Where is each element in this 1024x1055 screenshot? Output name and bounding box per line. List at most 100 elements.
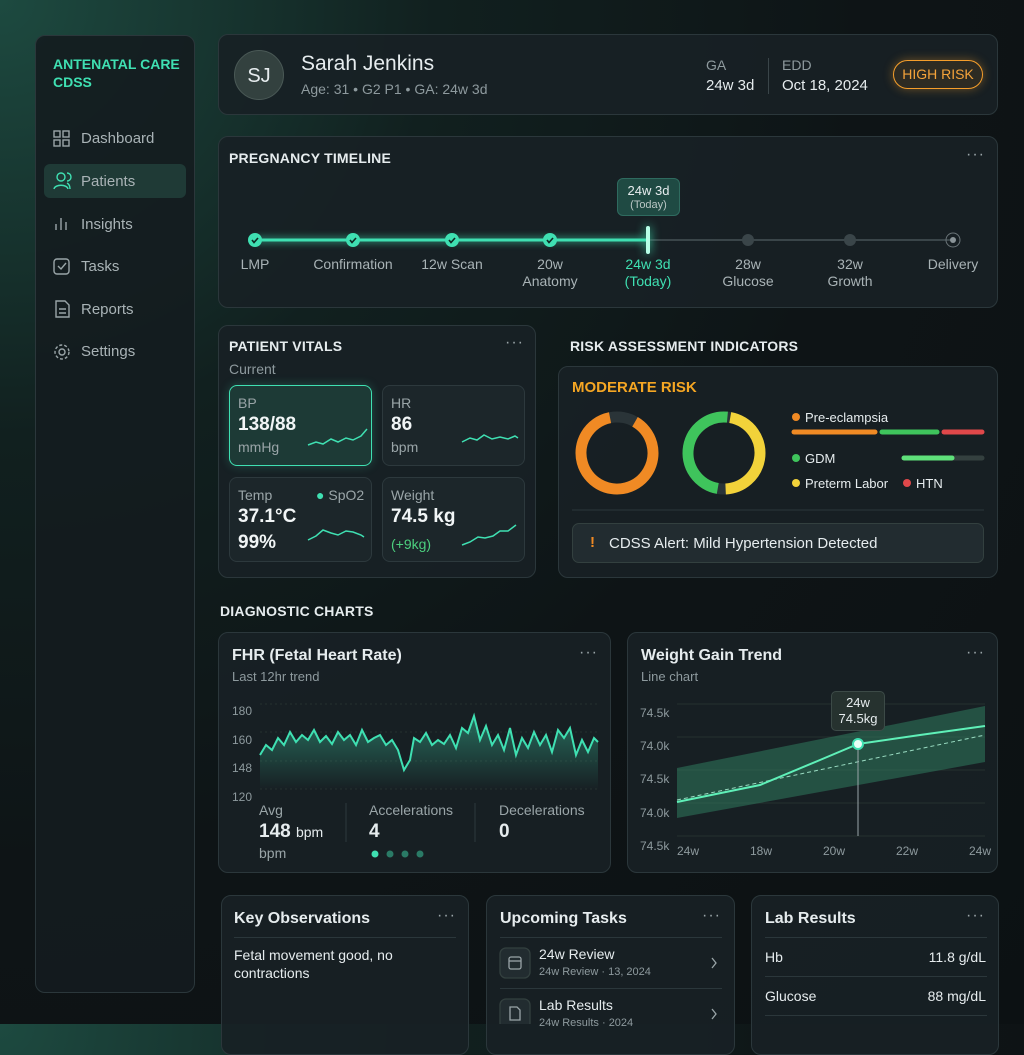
- vital-value: 138/88: [238, 414, 297, 435]
- lab-name: Glucose: [765, 988, 817, 1004]
- patient-header: [218, 34, 998, 115]
- milestone-label: Growth: [827, 273, 873, 289]
- divider: [500, 988, 722, 989]
- vital-card: [382, 477, 525, 562]
- tooltip-line: 24w: [846, 695, 870, 710]
- y-axis: 74.5k 74.0k 74.5k 74.0k 74.5k: [640, 697, 669, 863]
- vital-unit: bpm: [391, 439, 419, 455]
- y-tick-label: 74.0k: [640, 739, 670, 754]
- y-tick-label: 180: [232, 704, 253, 718]
- alert-text: CDSS Alert: Mild Hypertension Detected: [609, 535, 878, 552]
- ga-short: GA: 24w 3d: [414, 81, 488, 97]
- today-tag-line: 24w 3d: [627, 183, 670, 198]
- ga-label: GA: [706, 57, 727, 73]
- milestone-label: Delivery: [927, 256, 979, 272]
- x-tick-label: 24w: [968, 844, 991, 858]
- gravida: G2 P1: [361, 81, 402, 97]
- today-tag-line: (Today): [630, 199, 667, 211]
- nav-item[interactable]: Tasks: [81, 258, 120, 275]
- stat-value: 148 bpm: [259, 821, 323, 843]
- brand: ANTENATAL CARE CDSS: [53, 56, 180, 90]
- nav-item[interactable]: Dashboard: [81, 130, 155, 147]
- divider: [765, 976, 987, 977]
- risk-badge: HIGH RISK: [893, 60, 983, 89]
- nav-item[interactable]: Insights: [81, 216, 133, 233]
- menu[interactable]: ···: [966, 644, 985, 661]
- vital-label: Weight: [391, 487, 435, 503]
- milestone-label: Confirmation: [313, 256, 393, 272]
- legend-item: Pre-eclampsia: [805, 410, 889, 425]
- vital-label: HR: [391, 395, 412, 411]
- chart-subtitle: Last 12hr trend: [232, 669, 320, 684]
- stat-label: Accelerations: [369, 802, 454, 818]
- task-sub: 24w Results · 2024: [539, 1017, 634, 1029]
- milestone-label: 32w: [837, 256, 863, 272]
- avg-unit: bpm: [295, 824, 324, 840]
- task-name[interactable]: 24w Review: [539, 946, 615, 962]
- y-tick-label: 74.0k: [640, 805, 670, 820]
- nav-item[interactable]: Reports: [81, 301, 134, 318]
- vitals-title: PATIENT VITALS: [229, 338, 343, 354]
- stat-label: Decelerations: [499, 802, 585, 818]
- menu[interactable]: ···: [966, 907, 985, 924]
- divider: [500, 937, 722, 938]
- x-tick-label: 24w: [676, 844, 699, 858]
- lab-value: 88 mg/dL: [927, 988, 986, 1004]
- milestone-label: 24w 3d: [625, 256, 671, 272]
- vital-card: [229, 385, 372, 466]
- edd-value: Oct 18, 2024: [782, 77, 868, 94]
- patient-name: Sarah Jenkins: [301, 52, 435, 75]
- divider: [765, 1015, 987, 1016]
- today-tag: 24w 3d (Today): [617, 178, 680, 216]
- observation-text: Fetal movement good, no contractions: [234, 947, 393, 981]
- nav-item[interactable]: Patients: [81, 173, 136, 190]
- menu[interactable]: ···: [966, 146, 985, 163]
- y-tick-label: 120: [232, 789, 253, 804]
- vital-change: (+9kg): [391, 536, 432, 552]
- y-tick-label: 148: [232, 761, 253, 775]
- vital-value: 37.1°C: [238, 506, 297, 527]
- vital-value: 99%: [238, 532, 277, 553]
- chart-subtitle: Line chart: [641, 669, 699, 684]
- alert-box: [572, 523, 984, 563]
- spo2-label: SpO2: [328, 487, 365, 503]
- menu[interactable]: ···: [579, 644, 598, 661]
- vital-card: [229, 477, 372, 562]
- x-tick-label: 18w: [749, 844, 772, 858]
- lab-value: 11.8 g/dL: [928, 949, 986, 965]
- vital-label: Temp: [238, 487, 273, 503]
- menu[interactable]: ···: [437, 907, 456, 924]
- stat-value: 0: [499, 821, 510, 842]
- chart-title: Weight Gain Trend: [641, 647, 783, 664]
- chart-title: FHR (Fetal Heart Rate): [232, 647, 402, 664]
- ga-value: 24w 3d: [706, 77, 755, 94]
- vital-unit: mmHg: [238, 439, 280, 455]
- patient-details: Age: 31 • G2 P1 • GA: 24w 3d: [301, 81, 488, 97]
- card-title: Lab Results: [765, 910, 856, 927]
- task-name[interactable]: Lab Results: [539, 997, 613, 1013]
- nav-item[interactable]: Settings: [81, 343, 136, 360]
- divider: [234, 937, 456, 938]
- milestone-label: (Today): [624, 273, 672, 289]
- x-tick-label: 20w: [822, 844, 845, 858]
- vital-value: 74.5 kg: [391, 506, 456, 527]
- card-title: Key Observations: [234, 910, 371, 927]
- milestone-label: 20w: [537, 256, 563, 272]
- divider: [768, 58, 769, 94]
- milestone-label: 28w: [735, 256, 761, 272]
- avatar: SJ: [234, 50, 284, 100]
- milestone-label: Glucose: [722, 273, 774, 289]
- timeline-card: [218, 136, 998, 308]
- age: Age: 31: [301, 81, 350, 97]
- milestone-label: Anatomy: [522, 273, 578, 289]
- menu[interactable]: ···: [505, 334, 524, 351]
- edd-label: EDD: [782, 57, 812, 73]
- x-tick-label: 22w: [895, 844, 918, 858]
- task-sub: 24w Review · 13, 2024: [539, 966, 651, 978]
- avg: 148: [259, 821, 291, 842]
- card-title: Upcoming Tasks: [500, 910, 627, 927]
- alert-icon: !: [590, 534, 595, 551]
- menu[interactable]: ···: [702, 907, 721, 924]
- tooltip: 24w 74.5kg: [831, 691, 885, 731]
